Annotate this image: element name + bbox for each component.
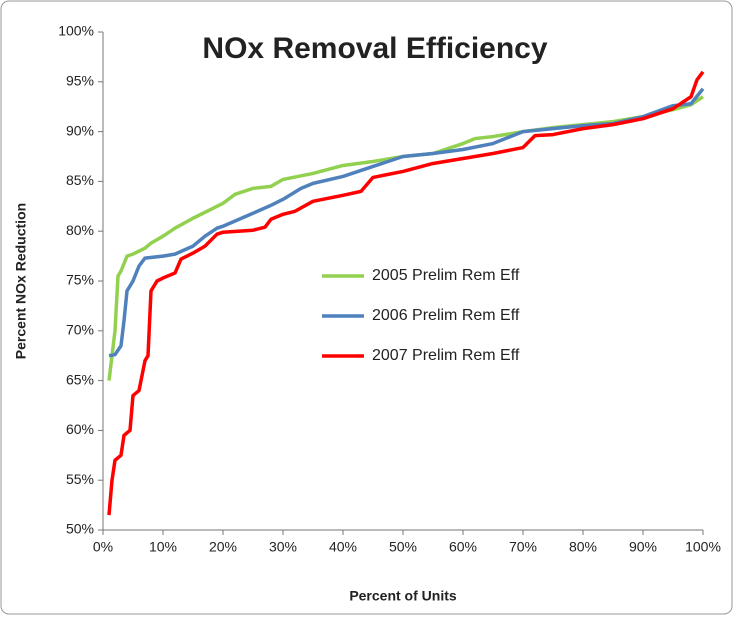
y-tick-label: 85% — [66, 172, 94, 188]
x-tick-label: 30% — [269, 539, 297, 555]
x-tick-label: 90% — [629, 539, 657, 555]
y-tick-label: 80% — [66, 222, 94, 238]
y-axis-title: Percent NOx Reduction — [13, 203, 29, 359]
y-tick-label: 75% — [66, 272, 94, 288]
x-tick-label: 40% — [329, 539, 357, 555]
legend-label: 2007 Prelim Rem Eff — [372, 347, 520, 364]
y-tick-label: 55% — [66, 471, 94, 487]
x-axis-title: Percent of Units — [349, 588, 457, 604]
x-tick-label: 60% — [449, 539, 477, 555]
y-tick-label: 95% — [66, 73, 94, 89]
x-tick-label: 70% — [509, 539, 537, 555]
y-tick-label: 70% — [66, 322, 94, 338]
x-tick-label: 50% — [389, 539, 417, 555]
y-tick-label: 65% — [66, 371, 94, 387]
y-tick-label: 100% — [58, 23, 94, 39]
series-line — [108, 87, 705, 358]
y-tick-label: 60% — [66, 421, 94, 437]
x-tick-label: 20% — [209, 539, 237, 555]
x-tick-label: 10% — [149, 539, 177, 555]
x-tick-label: 0% — [93, 539, 113, 555]
x-tick-label: 100% — [685, 539, 721, 555]
legend-label: 2005 Prelim Rem Eff — [372, 267, 520, 284]
y-tick-label: 50% — [66, 521, 94, 537]
x-tick-label: 80% — [569, 539, 597, 555]
chart-title: NOx Removal Efficiency — [202, 32, 547, 65]
y-tick-label: 90% — [66, 122, 94, 138]
legend-label: 2006 Prelim Rem Eff — [372, 307, 520, 324]
series-line — [107, 70, 705, 516]
